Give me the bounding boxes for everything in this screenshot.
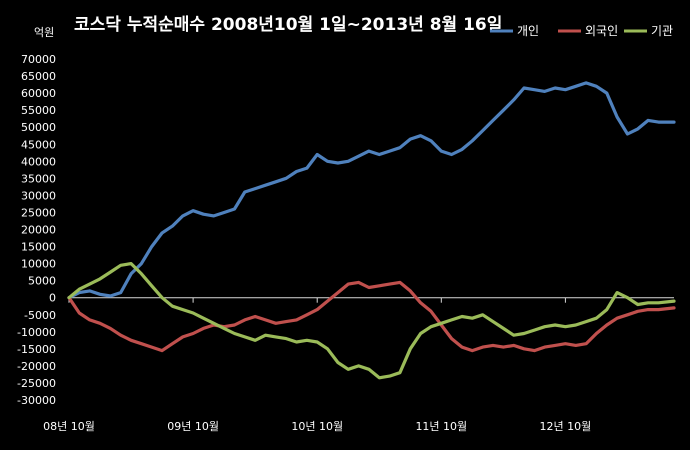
y-tick-label: -20000 bbox=[17, 360, 56, 373]
x-tick-label: 11년 10월 bbox=[415, 420, 467, 433]
y-tick-label: -10000 bbox=[17, 326, 56, 339]
series-line-foreign bbox=[67, 280, 676, 353]
series-layer bbox=[67, 81, 676, 380]
y-tick-label: 5000 bbox=[28, 275, 56, 288]
y-tick-label: 35000 bbox=[21, 172, 56, 185]
y-tick-label: -15000 bbox=[17, 343, 56, 356]
y-tick-label: 10000 bbox=[21, 258, 56, 271]
y-tick-label: 60000 bbox=[21, 87, 56, 100]
x-tick-label: 10년 10월 bbox=[291, 420, 343, 433]
y-tick-label: 50000 bbox=[21, 121, 56, 134]
legend-label-foreign: 외국인 bbox=[585, 24, 618, 38]
y-tick-label: 20000 bbox=[21, 224, 56, 237]
x-tick-label: 12년 10월 bbox=[540, 420, 592, 433]
x-axis: 08년 10월 09년 10월 10년 10월 11년 10월 12년 10월 bbox=[43, 297, 674, 433]
series-line-individual bbox=[67, 81, 676, 300]
y-tick-label: -5000 bbox=[24, 309, 56, 322]
y-tick-label: 55000 bbox=[21, 104, 56, 117]
y-tick-label: 15000 bbox=[21, 241, 56, 254]
y-tick-label: 30000 bbox=[21, 189, 56, 202]
y-axis: 7000065000600005500050000450004000035000… bbox=[17, 53, 56, 407]
series-line-institution bbox=[67, 262, 676, 380]
x-tick-label: 08년 10월 bbox=[43, 420, 95, 433]
y-tick-label: -30000 bbox=[17, 394, 56, 407]
legend-label-individual: 개인 bbox=[517, 24, 539, 38]
y-tick-label: 25000 bbox=[21, 206, 56, 219]
y-tick-label: 65000 bbox=[21, 70, 56, 83]
y-tick-label: 70000 bbox=[21, 53, 56, 66]
y-tick-label: 0 bbox=[49, 292, 56, 305]
chart-title: 코스닥 누적순매수 2008년10월 1일~2013년 8월 16일 bbox=[74, 15, 502, 35]
y-tick-label: -25000 bbox=[17, 377, 56, 390]
y-tick-label: 45000 bbox=[21, 138, 56, 151]
y-tick-label: 40000 bbox=[21, 155, 56, 168]
y-unit-label: 억원 bbox=[34, 26, 54, 39]
legend: 개인 외국인 기관 bbox=[490, 24, 673, 38]
x-tick-label: 09년 10월 bbox=[167, 420, 219, 433]
legend-label-institution: 기관 bbox=[651, 24, 673, 38]
